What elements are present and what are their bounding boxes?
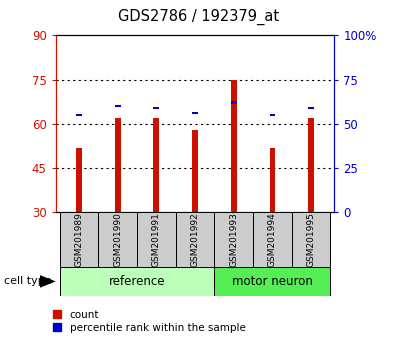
Text: GSM201993: GSM201993 xyxy=(229,212,238,267)
Text: cell type: cell type xyxy=(4,276,52,286)
Bar xyxy=(308,118,314,212)
Bar xyxy=(231,80,237,212)
Bar xyxy=(76,114,82,116)
Bar xyxy=(192,130,198,212)
Bar xyxy=(60,267,215,296)
Bar xyxy=(231,102,237,104)
Bar xyxy=(192,112,198,114)
Text: GSM201995: GSM201995 xyxy=(306,212,316,267)
Text: GSM201994: GSM201994 xyxy=(268,212,277,267)
Bar xyxy=(292,212,330,267)
Bar xyxy=(308,107,314,109)
Bar xyxy=(215,212,253,267)
Text: GSM201989: GSM201989 xyxy=(74,212,84,267)
Bar xyxy=(60,212,98,267)
Text: motor neuron: motor neuron xyxy=(232,275,313,288)
Bar xyxy=(269,148,275,212)
Bar xyxy=(215,267,330,296)
Bar xyxy=(115,118,121,212)
Bar xyxy=(115,105,121,107)
Text: reference: reference xyxy=(109,275,165,288)
Bar xyxy=(176,212,215,267)
Text: GSM201992: GSM201992 xyxy=(191,212,199,267)
Polygon shape xyxy=(40,275,56,288)
Bar xyxy=(153,107,159,109)
Bar xyxy=(153,118,159,212)
Bar xyxy=(98,212,137,267)
Text: GSM201991: GSM201991 xyxy=(152,212,161,267)
Bar xyxy=(76,148,82,212)
Bar xyxy=(137,212,176,267)
Bar xyxy=(269,114,275,116)
Text: GSM201990: GSM201990 xyxy=(113,212,122,267)
Text: GDS2786 / 192379_at: GDS2786 / 192379_at xyxy=(119,9,279,25)
Bar xyxy=(253,212,292,267)
Legend: count, percentile rank within the sample: count, percentile rank within the sample xyxy=(53,310,246,333)
